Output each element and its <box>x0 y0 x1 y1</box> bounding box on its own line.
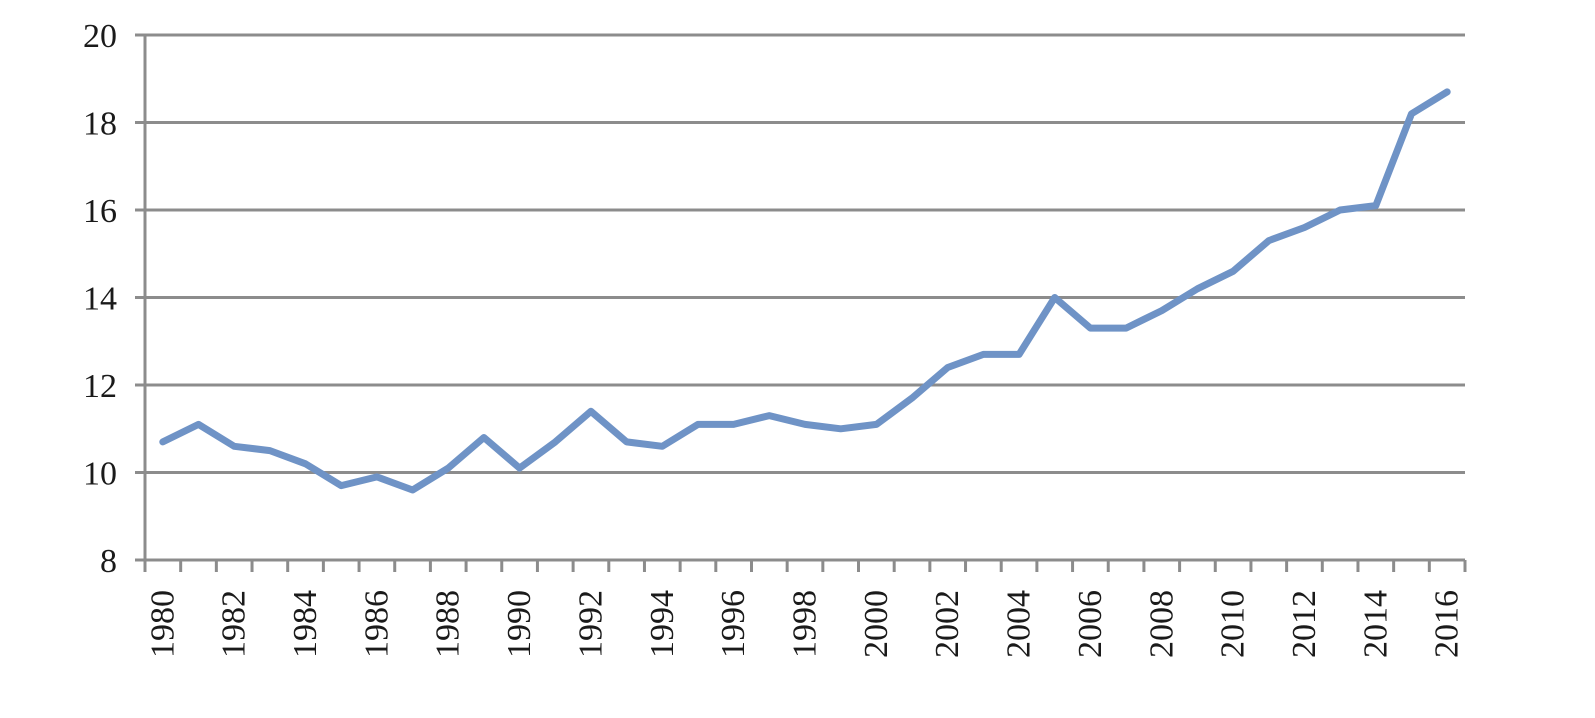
x-tick-label: 2016 <box>1429 590 1466 658</box>
x-tick-label: 1990 <box>501 590 538 658</box>
x-tick-label: 2004 <box>1001 590 1038 658</box>
x-tick-label: 1996 <box>715 590 752 658</box>
x-tick-label: 2000 <box>858 590 895 658</box>
x-tick-label: 1984 <box>287 590 324 658</box>
x-axis-ticks: 1980 1982 1984 1986 1988 1990 1992 1994 1996 1998… <box>144 590 1465 658</box>
x-tick-label: 1994 <box>644 590 681 658</box>
y-tick-label: 20 <box>83 18 117 55</box>
x-tick-label: 2012 <box>1286 590 1323 658</box>
x-tick-label: 2006 <box>1072 590 1109 658</box>
x-tick-label: 2008 <box>1143 590 1180 658</box>
y-tick-label: 10 <box>83 456 117 493</box>
y-tick-label: 12 <box>83 368 117 405</box>
x-tick-label: 1988 <box>430 590 467 658</box>
y-tick-label: 8 <box>100 543 117 580</box>
y-tick-label: 14 <box>83 281 117 318</box>
series-group <box>159 88 1451 494</box>
x-tick-label: 2002 <box>929 590 966 658</box>
series-line-1 <box>159 88 1451 494</box>
x-tick-label: 1986 <box>358 590 395 658</box>
x-tick-label: 1992 <box>572 590 609 658</box>
x-tick-label: 1982 <box>216 590 253 658</box>
axes <box>143 35 1467 572</box>
x-tick-label: 1980 <box>144 590 181 658</box>
y-axis-ticks: 8 10 12 14 16 18 20 <box>83 18 117 580</box>
x-tick-label: 1998 <box>787 590 824 658</box>
y-tick-label: 16 <box>83 193 117 230</box>
x-tick-label: 2010 <box>1215 590 1252 658</box>
x-tick-label: 2014 <box>1357 590 1394 658</box>
y-tick-label: 18 <box>83 106 117 143</box>
grid <box>135 33 1465 562</box>
